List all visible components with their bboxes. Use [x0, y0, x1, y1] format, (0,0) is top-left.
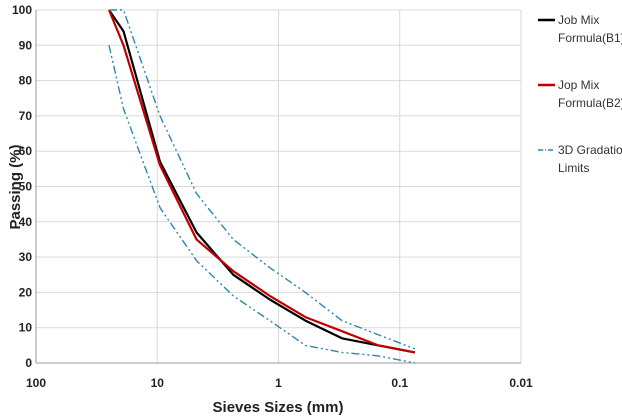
x-tick-label: 1	[275, 376, 282, 390]
legend-entry: Jop Mix Formula(B2)	[538, 78, 622, 110]
series-lines	[107, 9, 416, 364]
legend-label: Job Mix Formula(B1)	[558, 13, 622, 45]
y-tick-labels: 0 10 20 30 40 50 60 70 80 90 100	[12, 3, 32, 370]
legend-entry: Job Mix Formula(B1)	[538, 13, 622, 45]
y-tick-label: 60	[19, 144, 33, 158]
series-line-2	[107, 9, 416, 354]
gridlines	[36, 9, 522, 363]
legend-label: Jop Mix Formula(B2)	[558, 78, 622, 110]
legend-label: 3D GradationLimits	[558, 143, 622, 175]
y-tick-label: 10	[19, 321, 33, 335]
y-tick-label: 50	[19, 180, 33, 194]
x-tick-label: 10	[151, 376, 165, 390]
y-axis-title: Passing (%)	[7, 144, 24, 229]
x-tick-label: 0.01	[509, 376, 533, 390]
y-tick-label: 80	[19, 74, 33, 88]
x-tick-label: 0.1	[391, 376, 408, 390]
axes	[35, 10, 521, 364]
y-tick-label: 0	[25, 356, 32, 370]
y-tick-label: 70	[19, 109, 33, 123]
y-tick-label: 30	[19, 250, 33, 264]
legend: Job Mix Formula(B1) Jop Mix Formula(B2) 3D G…	[538, 13, 622, 175]
legend-entry: 3D GradationLimits	[538, 143, 622, 175]
y-tick-label: 90	[19, 38, 33, 52]
series-line-4	[108, 45, 416, 364]
y-tick-label: 40	[19, 215, 33, 229]
x-tick-label: 100	[26, 376, 46, 390]
series-line-1	[108, 9, 416, 354]
series-line-3	[109, 9, 416, 350]
y-tick-label: 20	[19, 285, 33, 299]
x-tick-labels: 100 10 1 0.1 0.01	[26, 376, 533, 390]
y-tick-label: 100	[12, 3, 32, 17]
x-axis-title: Sieves Sizes (mm)	[213, 399, 344, 416]
